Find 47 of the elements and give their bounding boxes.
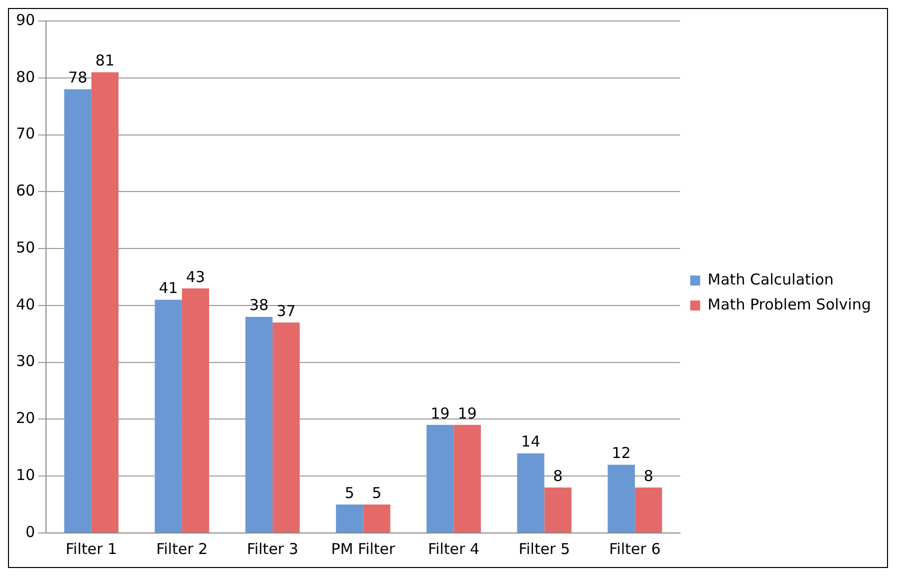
y-tick-label: 60: [16, 182, 36, 200]
x-tick-label: Filter 5: [518, 540, 570, 558]
bar: [245, 316, 273, 532]
data-label: 78: [68, 68, 88, 87]
bar: [182, 288, 210, 532]
data-label: 19: [458, 404, 477, 422]
x-tick-label: Filter 3: [246, 540, 298, 558]
data-label: 5: [344, 484, 354, 502]
y-tick-label: 50: [16, 238, 36, 256]
y-tick-label: 10: [16, 466, 36, 484]
data-label: 8: [644, 466, 654, 485]
x-tick-label: Filter 6: [609, 540, 661, 558]
data-label: 81: [95, 52, 115, 70]
y-tick-label: 20: [16, 409, 36, 428]
bar: [426, 424, 454, 532]
legend-label: Math Calculation: [708, 270, 834, 288]
bar: [154, 300, 182, 532]
y-tick-label: 0: [26, 522, 36, 541]
legend-label: Math Problem Solving: [708, 295, 872, 314]
x-tick-label: Filter 1: [66, 540, 118, 558]
data-label: 38: [249, 296, 269, 314]
x-tick-label: Filter 4: [428, 540, 480, 558]
bar: [91, 72, 119, 532]
bar: [64, 89, 92, 532]
x-tick-label: PM Filter: [331, 540, 396, 558]
data-label: 19: [430, 404, 450, 422]
y-tick-label: 40: [16, 295, 36, 314]
bar: [517, 453, 544, 532]
data-label: 37: [276, 302, 296, 320]
bar: [608, 464, 635, 532]
data-label: 14: [521, 432, 540, 451]
data-label: 41: [158, 279, 178, 298]
bar: [363, 504, 390, 532]
y-tick-label: 30: [16, 352, 36, 370]
data-label: 43: [186, 268, 206, 286]
bar: [544, 487, 572, 532]
data-label: 8: [553, 466, 563, 485]
y-tick-label: 90: [16, 10, 36, 29]
y-tick-label: 70: [16, 124, 36, 143]
y-tick-label: 80: [16, 68, 36, 86]
bar: [454, 424, 481, 532]
x-tick-label: Filter 2: [156, 540, 208, 558]
bar: [336, 504, 364, 532]
bar: [634, 487, 662, 532]
data-label: 12: [612, 444, 631, 462]
bar: [272, 322, 300, 532]
data-label: 5: [372, 484, 382, 502]
